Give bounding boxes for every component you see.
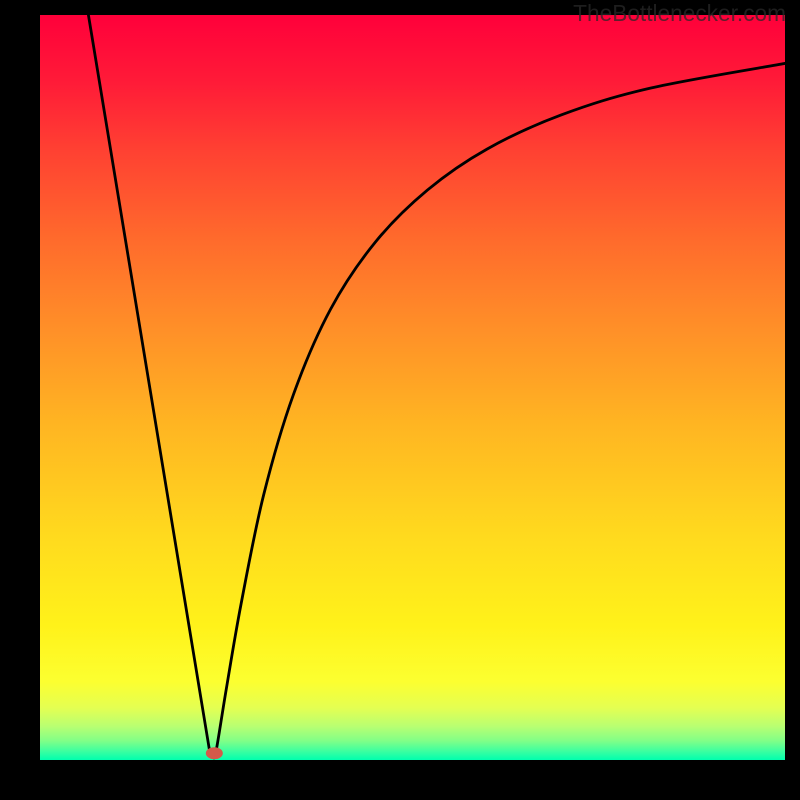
chart-container: TheBottlenecker.com: [0, 0, 800, 800]
chart-gradient-background: [40, 15, 785, 760]
watermark-text: TheBottlenecker.com: [573, 0, 786, 27]
